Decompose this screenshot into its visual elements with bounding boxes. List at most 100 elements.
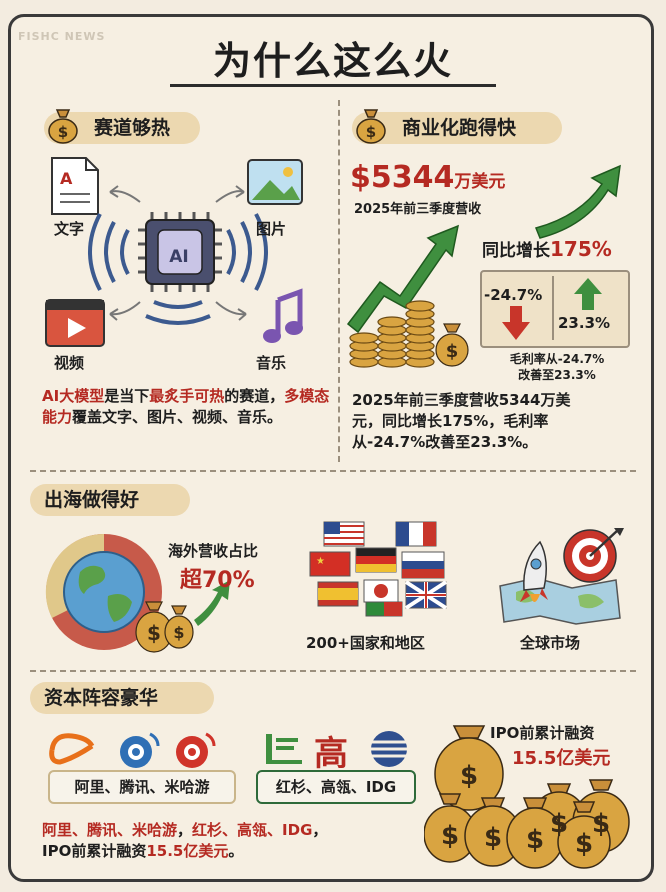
svg-text:$: $ [592, 809, 610, 839]
para-line: 2025年前三季度营收5344万美 [352, 391, 571, 409]
para-text: IPO前累计融资 [42, 842, 147, 860]
video-icon [45, 299, 105, 347]
global-market-label: 全球市场 [520, 634, 581, 652]
growth-label: 同比增长 [482, 241, 550, 261]
poster-frame [8, 14, 654, 882]
multimodal-illustration: A [45, 157, 303, 347]
section-overseas-banner: 出海做得好 [30, 484, 190, 516]
svg-text:A: A [60, 169, 73, 188]
revenue-subtitle: 2025年前三季度营收 [354, 202, 482, 217]
para-text: 覆盖文字、图片、 [72, 408, 193, 426]
document-icon: A [51, 157, 99, 215]
para-text: ， [312, 821, 328, 839]
margin-box-divider [552, 276, 554, 340]
countries-label: 200+国家和地区 [306, 634, 425, 652]
para-text: ， [177, 821, 193, 839]
svg-text:$: $ [58, 123, 68, 141]
investor-logos-1 [49, 732, 216, 768]
section-commercial-banner: $ 商业化跑得快 [352, 109, 562, 144]
text-label: 文字 [54, 220, 85, 238]
divider-1 [30, 470, 636, 472]
svg-text:$: $ [441, 821, 459, 851]
svg-text:$: $ [575, 829, 593, 859]
svg-text:$: $ [550, 809, 568, 839]
sequoia-logo-icon [266, 734, 302, 764]
coin-stacks-icon [349, 300, 435, 368]
para-text: 是当下 [104, 387, 150, 405]
para-text: 。 [228, 842, 244, 860]
divider-2 [30, 670, 636, 672]
growth-illustration: $ [346, 164, 621, 368]
video-label: 视频 [54, 354, 85, 372]
ai-model-highlight: AI大模型 [42, 387, 105, 405]
margin-note-1: 毛利率从-24.7% [509, 352, 605, 366]
overseas-label: 海外营收占比 [168, 542, 259, 560]
investors-chinese-label: 阿里、腾讯、米哈游 [48, 770, 236, 804]
up-arrow-icon [574, 278, 602, 310]
svg-text:$: $ [526, 825, 544, 855]
svg-text:$: $ [147, 621, 161, 645]
para-text: 视频、音乐。 [192, 408, 283, 426]
para-line: 元，同比增长175%，毛利率 [352, 412, 549, 430]
revenue-unit: 万美元 [454, 172, 506, 192]
investors-highlight-2: 红杉、高瓴、IDG [192, 821, 313, 839]
hot-track-paragraph: AI大模型是当下最炙手可热的赛道，多模态能力覆盖文字、图片、视频、音乐。 [42, 386, 332, 428]
page-title: 为什么这么火 [212, 39, 453, 83]
watermark: FISHC NEWS [18, 30, 106, 43]
commercial-paragraph: 2025年前三季度营收5344万美 元，同比增长175%，毛利率 从-24.7%… [352, 390, 642, 453]
growth-headline: 同比增长175% [482, 236, 612, 261]
section-commercial-title: 商业化跑得快 [402, 117, 517, 139]
para-text: 的赛道， [224, 387, 285, 405]
image-label: 图片 [256, 220, 287, 238]
svg-text:$: $ [460, 761, 478, 791]
mihoyo-logo-icon [176, 732, 216, 768]
money-bag-icon: $ [356, 109, 386, 144]
ipo-amount-highlight: 15.5亿美元 [146, 842, 229, 860]
overseas-value: 超70% [180, 568, 255, 593]
money-bag-icon: $ [48, 109, 78, 144]
tencent-logo-icon [120, 732, 160, 768]
capital-paragraph: 阿里、腾讯、米哈游，红杉、高瓴、IDG， IPO前累计融资15.5亿美元。 [42, 820, 432, 862]
alibaba-logo-icon [49, 733, 95, 765]
hottest-highlight: 最炙手可热 [149, 387, 225, 405]
growth-arrow-icon [194, 580, 230, 626]
ai-chip-label: AI [169, 247, 189, 267]
overseas-illustration: $ $ [45, 533, 230, 653]
idg-logo-icon [371, 731, 407, 767]
investors-vc-label: 红杉、高瓴、IDG [256, 770, 416, 804]
hillhouse-logo-icon: 高 [314, 734, 348, 774]
section-capital-banner: 资本阵容豪华 [30, 682, 214, 714]
rocket-icon [520, 540, 548, 602]
growth-value: 175% [550, 237, 612, 261]
trend-arrow-icon [346, 224, 460, 334]
title-underline [170, 84, 496, 87]
margin-note-2: 改善至23.3% [518, 368, 596, 382]
revenue-value: $5344 [350, 160, 455, 195]
section-overseas-title: 出海做得好 [44, 489, 140, 511]
ipo-label: IPO前累计融资 [490, 724, 595, 742]
ai-chip-icon [138, 212, 222, 292]
svg-text:$: $ [366, 123, 376, 141]
picture-icon [247, 159, 303, 205]
margin-to-value: 23.3% [558, 314, 611, 332]
margin-from-value: -24.7% [484, 286, 543, 304]
revenue-headline: $5344万美元 [350, 160, 505, 195]
svg-text:$: $ [173, 623, 184, 642]
upward-arrow-icon [534, 164, 621, 239]
multimodal-highlight: 多模态能力 [42, 387, 330, 426]
money-bags-pile-icon: $$ $ $ $ $ $ [424, 725, 630, 869]
vertical-divider [338, 100, 340, 462]
section-hot-track-banner: $ 赛道够热 [44, 109, 200, 144]
ipo-value: 15.5亿美元 [512, 748, 611, 769]
globe-icon [63, 551, 145, 633]
section-capital-title: 资本阵容豪华 [44, 687, 159, 709]
flags-collage-icon: ★ [309, 521, 448, 617]
money-bag-icon: $ [435, 323, 469, 367]
svg-text:$: $ [484, 823, 502, 853]
music-label: 音乐 [256, 354, 287, 372]
gross-margin-box [480, 270, 630, 348]
svg-text:$: $ [446, 341, 459, 362]
investors-highlight-1: 阿里、腾讯、米哈游 [42, 821, 178, 839]
para-line: 从-24.7%改善至23.3%。 [352, 433, 538, 451]
music-note-icon [263, 288, 303, 343]
